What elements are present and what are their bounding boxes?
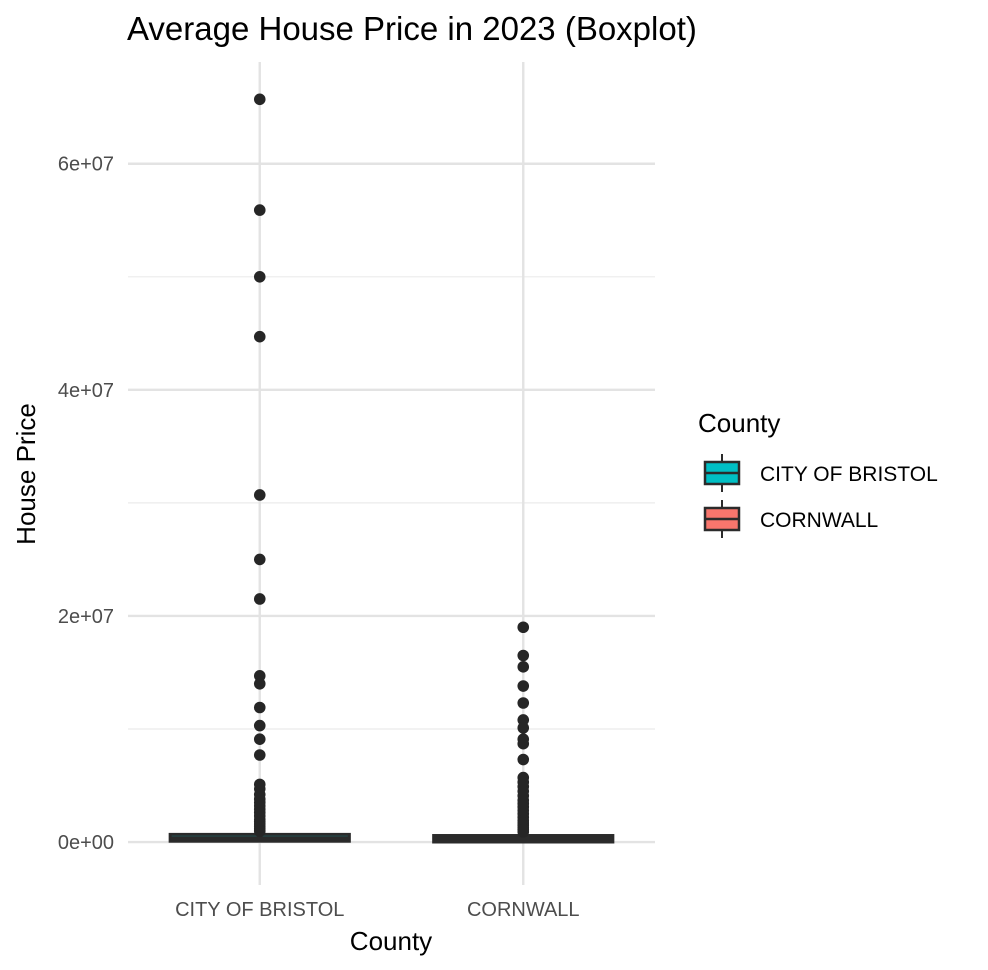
chart-title: Average House Price in 2023 (Boxplot) — [127, 10, 697, 47]
legend: County CITY OF BRISTOL CORNWALL — [698, 408, 938, 538]
boxes — [168, 831, 615, 844]
outlier-point — [517, 621, 530, 634]
outlier-point — [517, 753, 530, 766]
outlier-point — [253, 719, 266, 732]
outlier-point — [253, 593, 266, 605]
legend-label: CORNWALL — [760, 509, 878, 532]
outlier-point — [253, 553, 266, 566]
outlier-point — [253, 330, 266, 343]
outlier-point — [517, 697, 530, 709]
outlier-point — [253, 677, 266, 690]
y-tick-label: 2e+07 — [58, 606, 114, 628]
outlier-point — [517, 649, 530, 662]
outlier-point — [253, 204, 266, 216]
outlier-points — [253, 93, 530, 838]
outlier-point — [517, 680, 530, 692]
legend-item: CORNWALL — [703, 500, 878, 538]
legend-items: CITY OF BRISTOL CORNWALL — [703, 454, 938, 538]
x-axis-title: County — [350, 926, 432, 956]
outlier-point — [253, 733, 266, 745]
x-tick-label: CITY OF BRISTOL — [175, 899, 344, 921]
outlier-point — [253, 825, 266, 838]
y-tick-label: 4e+07 — [58, 380, 114, 402]
outlier-point — [253, 93, 266, 106]
outlier-point — [517, 722, 530, 734]
outlier-point — [253, 701, 266, 714]
grid-lines — [128, 62, 655, 885]
y-tick-labels: 0e+00 2e+07 4e+07 6e+07 — [58, 154, 114, 854]
legend-item: CITY OF BRISTOL — [703, 454, 938, 492]
y-tick-label: 0e+00 — [58, 832, 114, 854]
legend-title: County — [698, 408, 780, 438]
outlier-point — [517, 826, 530, 838]
outlier-point — [517, 737, 530, 750]
y-axis-title: House Price — [11, 403, 41, 545]
x-tick-labels: CITY OF BRISTOL CORNWALL — [175, 899, 579, 921]
x-tick-label: CORNWALL — [467, 899, 580, 921]
outlier-point — [253, 270, 266, 283]
legend-label: CITY OF BRISTOL — [760, 463, 938, 486]
y-tick-label: 6e+07 — [58, 154, 114, 176]
outlier-point — [253, 489, 266, 501]
outlier-point — [253, 749, 266, 761]
outlier-point — [517, 661, 530, 673]
